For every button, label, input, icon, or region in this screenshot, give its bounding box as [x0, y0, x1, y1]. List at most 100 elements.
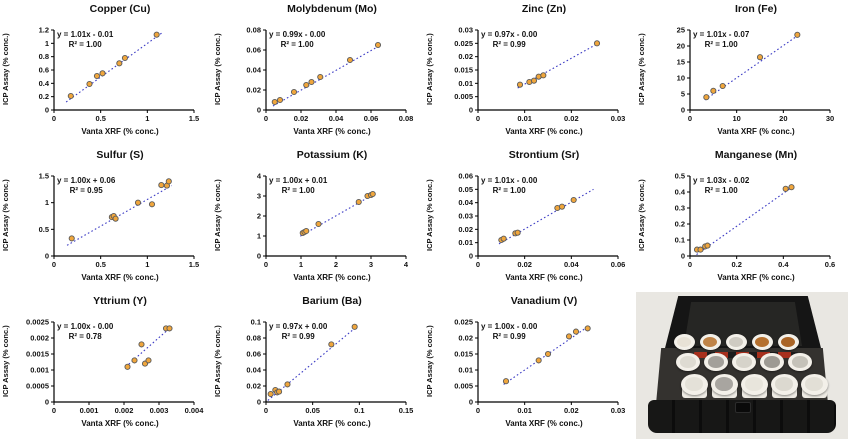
trendline-equation: y = 1.00x + 0.06 R² = 0.95 [57, 176, 115, 195]
equation-text: y = 0.97x - 0.00 [481, 30, 538, 39]
svg-text:0.06: 0.06 [611, 260, 626, 269]
sample-powder [744, 376, 764, 391]
svg-text:0.8: 0.8 [39, 52, 49, 61]
sample-powder [679, 355, 697, 368]
x-axis-label: Vanta XRF (% conc.) [81, 127, 159, 136]
svg-text:4: 4 [257, 172, 262, 181]
svg-text:1: 1 [257, 232, 261, 241]
svg-text:0.06: 0.06 [246, 46, 261, 55]
equation-text: y = 1.00x - 0.00 [57, 322, 114, 331]
svg-text:0.02: 0.02 [517, 260, 532, 269]
svg-text:0.03: 0.03 [611, 406, 626, 415]
svg-text:0: 0 [264, 114, 268, 123]
sample-cup [704, 353, 728, 371]
svg-text:0.08: 0.08 [399, 114, 414, 123]
scatter-plot: 0 0.05 0.1 0.15 0 0.02 0.04 0.06 0.08 0.1 [246, 318, 414, 416]
svg-text:0.6: 0.6 [39, 66, 49, 75]
scatter-plot: 0 0.001 0.002 0.003 0.004 0 0.0005 0.001 0.0015 0… [26, 318, 204, 416]
svg-text:1: 1 [299, 260, 303, 269]
svg-text:0.001: 0.001 [30, 366, 49, 375]
chart-title: Strontium (Sr) [508, 149, 580, 161]
sample-cup [699, 334, 721, 350]
svg-text:10: 10 [732, 114, 740, 123]
svg-text:0: 0 [469, 252, 473, 261]
sample-powder [791, 355, 809, 368]
svg-text:0: 0 [257, 106, 261, 115]
equation-text: y = 1.00x + 0.06 [57, 176, 116, 185]
svg-text:0.01: 0.01 [458, 238, 473, 247]
chart-vanadium-v: Vanadium (V) y = 1.00x - 0.00 R² = 0.99 … [424, 292, 636, 438]
y-axis-label: ICP Assay (% conc.) [1, 179, 10, 251]
svg-text:0.2: 0.2 [731, 260, 741, 269]
svg-text:0: 0 [52, 406, 56, 415]
svg-text:0.15: 0.15 [399, 406, 414, 415]
sample-cup [710, 373, 738, 395]
svg-text:0.01: 0.01 [517, 406, 532, 415]
svg-text:0.1: 0.1 [675, 236, 685, 245]
sample-cup [732, 353, 756, 371]
svg-text:5: 5 [681, 90, 685, 99]
svg-text:0: 0 [469, 398, 473, 407]
svg-text:0: 0 [476, 260, 480, 269]
svg-text:4: 4 [404, 260, 409, 269]
svg-text:1: 1 [145, 114, 149, 123]
trendline-equation: y = 1.01x - 0.07 R² = 1.00 [693, 30, 749, 49]
svg-text:0.02: 0.02 [564, 406, 579, 415]
svg-text:0.02: 0.02 [458, 225, 473, 234]
r-squared-text: R² = 0.99 [492, 331, 526, 341]
svg-text:3: 3 [369, 260, 373, 269]
svg-text:0.4: 0.4 [39, 79, 50, 88]
svg-text:0.001: 0.001 [80, 406, 99, 415]
y-axis-label: ICP Assay (% conc.) [425, 325, 434, 397]
svg-text:0: 0 [264, 406, 268, 415]
svg-text:0.0015: 0.0015 [26, 350, 49, 359]
trendline-equation: y = 1.03x - 0.02 R² = 1.00 [693, 176, 749, 195]
r-squared-text: R² = 1.00 [704, 39, 738, 49]
svg-text:0: 0 [681, 252, 685, 261]
svg-text:0.005: 0.005 [454, 382, 473, 391]
chart-title: Copper (Cu) [89, 3, 151, 15]
svg-text:0.04: 0.04 [458, 198, 473, 207]
svg-text:0.03: 0.03 [458, 26, 473, 35]
svg-text:0.02: 0.02 [564, 114, 579, 123]
y-axis-label: ICP Assay (% conc.) [1, 325, 10, 397]
r-squared-text: R² = 0.78 [68, 331, 102, 341]
svg-text:0: 0 [52, 260, 56, 269]
r-squared-text: R² = 1.00 [68, 39, 102, 49]
chart-title: Molybdenum (Mo) [287, 3, 377, 15]
svg-text:0.002: 0.002 [30, 334, 49, 343]
chart-title: Potassium (K) [296, 149, 368, 161]
equation-text: y = 1.03x - 0.02 [693, 176, 750, 185]
r-squared-text: R² = 1.00 [280, 39, 314, 49]
x-axis-label: Vanta XRF (% conc.) [717, 273, 795, 282]
sample-powder [714, 376, 734, 391]
sample-powder [735, 355, 753, 368]
y-axis-label: ICP Assay (% conc.) [213, 33, 222, 105]
r-squared-text: R² = 0.99 [492, 39, 526, 49]
svg-text:2: 2 [334, 260, 338, 269]
svg-text:0.003: 0.003 [150, 406, 169, 415]
sample-powder [804, 376, 824, 391]
svg-text:0.0025: 0.0025 [26, 318, 49, 327]
chart-potassium-k: Potassium (K) y = 1.00x + 0.01 R² = 1.00… [212, 146, 424, 292]
equation-text: y = 1.00x - 0.00 [481, 322, 538, 331]
svg-text:0.05: 0.05 [458, 185, 473, 194]
svg-text:0.4: 0.4 [675, 188, 686, 197]
svg-text:0.04: 0.04 [246, 366, 261, 375]
svg-text:0.06: 0.06 [364, 114, 379, 123]
r-squared-text: R² = 1.00 [281, 185, 315, 195]
svg-text:0: 0 [688, 260, 692, 269]
svg-text:0.5: 0.5 [39, 225, 49, 234]
svg-text:0: 0 [257, 252, 261, 261]
svg-text:3: 3 [257, 192, 261, 201]
svg-text:0: 0 [45, 252, 49, 261]
trendline-equation: y = 0.97x - 0.00 R² = 0.99 [481, 30, 537, 49]
scatter-plot: 0 0.01 0.02 0.03 0 0.005 0.01 0.015 0.02 0.025 0.0… [454, 26, 625, 124]
sample-cup [673, 334, 695, 350]
x-axis-label: Vanta XRF (% conc.) [293, 273, 371, 282]
sample-cup [676, 353, 700, 371]
equation-text: y = 1.01x - 0.07 [693, 30, 750, 39]
equation-text: y = 1.01x - 0.00 [481, 176, 538, 185]
sample-cup [740, 373, 768, 395]
y-axis-label: ICP Assay (% conc.) [425, 179, 434, 251]
